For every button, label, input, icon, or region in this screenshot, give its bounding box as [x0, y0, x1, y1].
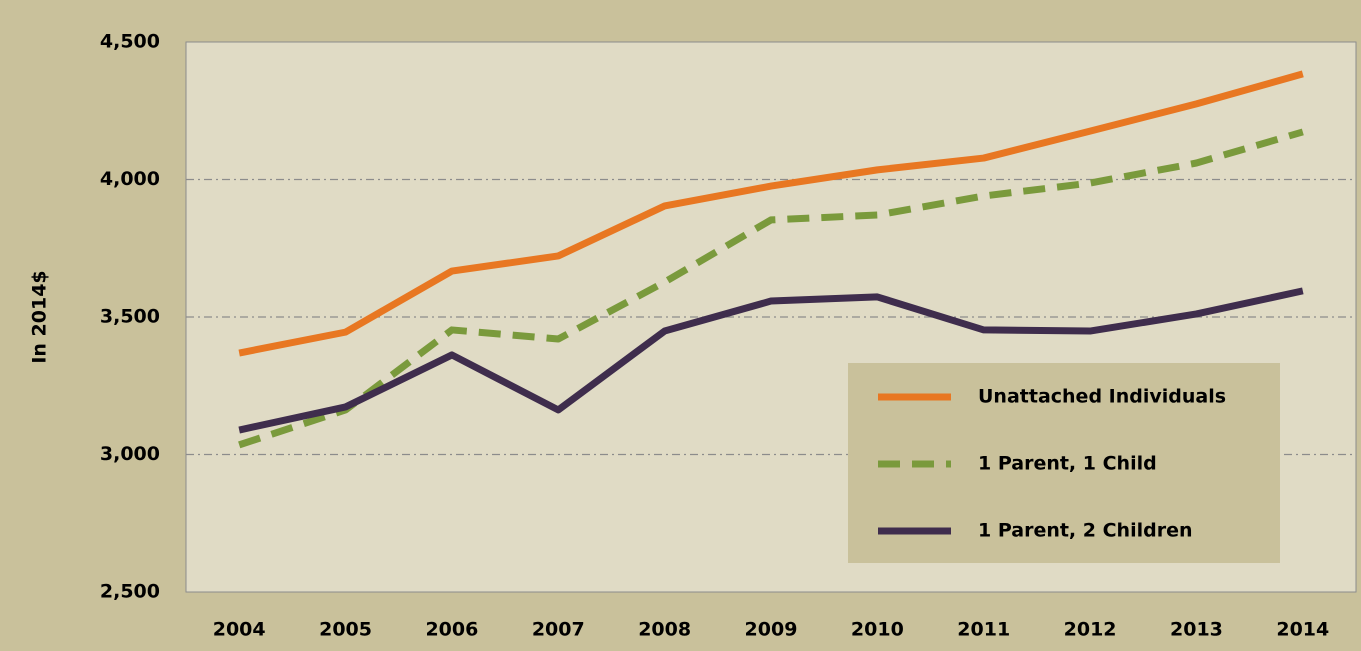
y-axis-label: In 2014$ — [29, 270, 51, 363]
legend-label: 1 Parent, 2 Children — [978, 520, 1192, 542]
x-tick-label: 2009 — [745, 619, 798, 641]
x-tick-label: 2005 — [319, 619, 372, 641]
y-tick-label: 3,000 — [100, 443, 160, 465]
y-tick-label: 4,000 — [100, 168, 160, 190]
x-tick-label: 2014 — [1276, 619, 1329, 641]
x-tick-label: 2010 — [851, 619, 904, 641]
legend-label: Unattached Individuals — [978, 386, 1226, 408]
line — [238, 70, 1304, 357]
legend-label: 1 Parent, 1 Child — [978, 453, 1157, 475]
y-tick-label: 3,500 — [100, 306, 160, 328]
x-tick-label: 2006 — [425, 619, 478, 641]
y-tick-label: 2,500 — [100, 581, 160, 603]
x-tick-label: 2012 — [1064, 619, 1117, 641]
x-tick-label: 2007 — [532, 619, 585, 641]
x-tick-label: 2011 — [957, 619, 1010, 641]
x-tick-label: 2004 — [213, 619, 266, 641]
line — [238, 128, 1304, 449]
x-tick-label: 2008 — [638, 619, 691, 641]
x-tick-label: 2013 — [1170, 619, 1223, 641]
y-tick-label: 4,500 — [100, 31, 160, 53]
line — [238, 287, 1304, 434]
